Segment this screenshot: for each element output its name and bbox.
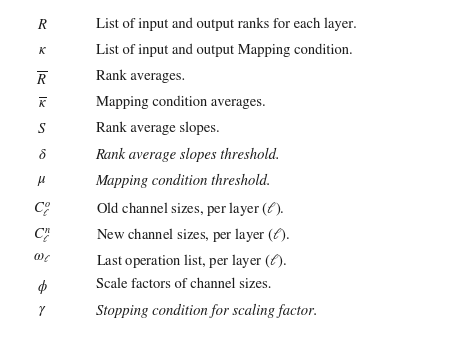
Text: $C^{n}_{\ell}$: $C^{n}_{\ell}$ <box>33 226 51 245</box>
Text: $\mu$: $\mu$ <box>37 174 47 188</box>
Text: Rank average slopes.: Rank average slopes. <box>96 122 219 135</box>
Text: Rank averages.: Rank averages. <box>96 70 185 83</box>
Text: $S$: $S$ <box>37 122 47 136</box>
Text: List of input and output ranks for each layer.: List of input and output ranks for each … <box>96 18 356 31</box>
Text: List of input and output Mapping condition.: List of input and output Mapping conditi… <box>96 44 352 57</box>
Text: Last operation list, per layer $(\ell)$.: Last operation list, per layer $(\ell)$. <box>96 252 287 270</box>
Text: Scale factors of channel sizes.: Scale factors of channel sizes. <box>96 278 271 291</box>
Text: Old channel sizes, per layer $(\ell)$.: Old channel sizes, per layer $(\ell)$. <box>96 200 284 218</box>
Text: Stopping condition for scaling factor.: Stopping condition for scaling factor. <box>96 304 317 318</box>
Text: Mapping condition threshold.: Mapping condition threshold. <box>96 174 271 188</box>
Text: Rank average slopes threshold.: Rank average slopes threshold. <box>96 148 280 162</box>
Text: $\omega_{\ell}$: $\omega_{\ell}$ <box>33 252 51 266</box>
Text: $\delta$: $\delta$ <box>38 148 46 162</box>
Text: $R$: $R$ <box>36 18 48 32</box>
Text: $\gamma$: $\gamma$ <box>38 304 46 318</box>
Text: New channel sizes, per layer $(\ell)$.: New channel sizes, per layer $(\ell)$. <box>96 226 290 244</box>
Text: $\overline{R}$: $\overline{R}$ <box>36 70 48 88</box>
Text: Mapping condition averages.: Mapping condition averages. <box>96 96 265 109</box>
Text: $\kappa$: $\kappa$ <box>38 44 46 57</box>
Text: $C^{o}_{\ell}$: $C^{o}_{\ell}$ <box>33 200 51 219</box>
Text: $\phi$: $\phi$ <box>37 278 47 296</box>
Text: $\overline{\kappa}$: $\overline{\kappa}$ <box>38 96 46 111</box>
